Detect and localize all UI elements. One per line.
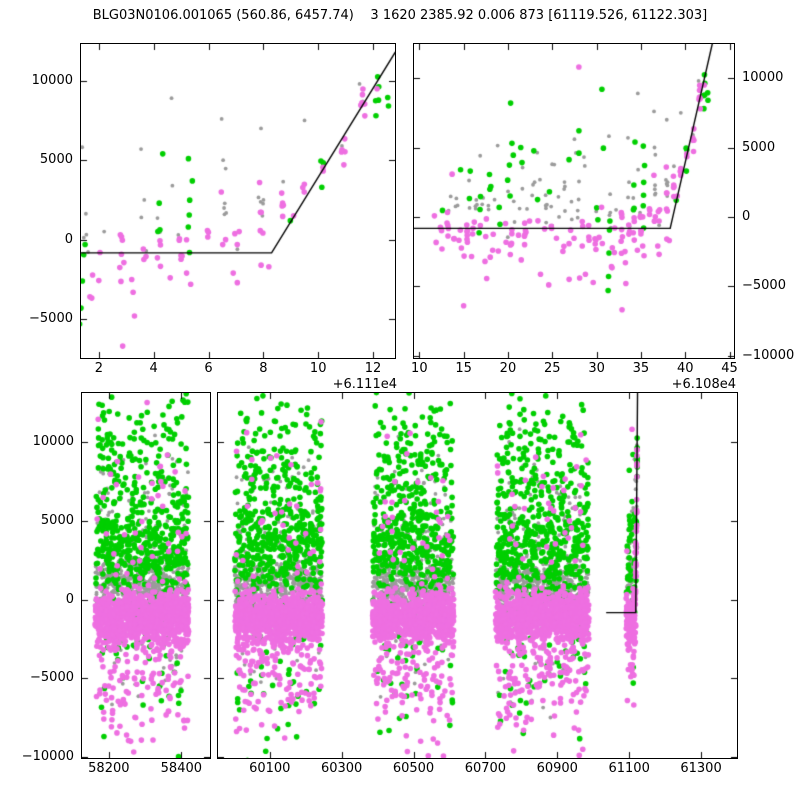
y-tick-label: 10000	[31, 72, 73, 88]
x-tick-label: 60300	[320, 761, 363, 776]
x-tick-label: 61300	[680, 761, 722, 776]
x-tick-label: 4	[149, 361, 158, 376]
x-tick-label: 60500	[392, 761, 435, 776]
x-tick-label: 30	[588, 361, 605, 376]
x-tick-label: 58400	[160, 761, 203, 776]
scatter-canvas-top-right	[414, 44, 734, 358]
x-tick-label: 61100	[608, 761, 650, 776]
x-axis-offset-label: +6.111e4	[332, 377, 397, 392]
x-tick-label: 10	[309, 361, 327, 376]
x-tick-label: 2	[94, 361, 103, 376]
panel-top-left-zoom: 2 4 6 8 10 12 −5000 0 5000 10000 +6.111e4	[29, 43, 397, 392]
scatter-canvas-top-left	[81, 44, 395, 358]
y-tick-label: 0	[64, 231, 73, 247]
y-tick-label: 10000	[742, 70, 784, 86]
x-tick-label: 8	[259, 361, 268, 376]
x-tick-label: 40	[676, 361, 694, 376]
y-tick-label: −5000	[30, 670, 74, 686]
y-tick-label: −10000	[21, 749, 74, 765]
scatter-canvas-bottom-left	[82, 393, 210, 758]
x-tick-label: 10	[411, 361, 428, 376]
x-tick-label: 20	[499, 361, 517, 376]
panel-top-right-zoom: 10 15 20 25 30 35 40 45 −10000 −5000 0 5000 10000 +6.…	[411, 43, 794, 392]
x-tick-label: 25	[544, 361, 561, 376]
y-tick-label: −5000	[29, 311, 73, 327]
x-tick-label: 15	[455, 361, 472, 376]
scatter-canvas-bottom-right	[218, 393, 737, 758]
x-tick-label: 35	[632, 361, 650, 376]
x-tick-label: 6	[204, 361, 213, 376]
y-tick-label: 5000	[742, 139, 776, 155]
x-tick-label: 58200	[88, 761, 130, 776]
x-tick-label: 60100	[249, 761, 291, 776]
x-tick-label: 45	[721, 361, 738, 376]
x-tick-label: 12	[364, 361, 382, 376]
y-tick-label: −10000	[742, 347, 795, 363]
y-tick-label: −5000	[742, 278, 786, 294]
x-tick-label: 60700	[464, 761, 507, 776]
panel-bottom-left: 58200 58400 −10000 −5000 0 5000 10000	[22, 392, 211, 776]
figure-title: BLG03N0106.001065 (560.86, 6457.74) 3 16…	[92, 8, 708, 23]
y-tick-label: 0	[742, 208, 751, 224]
y-tick-label: 10000	[32, 433, 74, 449]
panel-bottom-right: 60100 60300 60500 60700 60900 61100 61300	[217, 392, 738, 776]
x-tick-label: 60900	[536, 761, 578, 776]
y-tick-label: 5000	[40, 512, 74, 528]
y-tick-label: 0	[65, 591, 74, 607]
y-tick-label: 5000	[39, 152, 73, 168]
x-axis-offset-label: +6.108e4	[671, 377, 736, 392]
